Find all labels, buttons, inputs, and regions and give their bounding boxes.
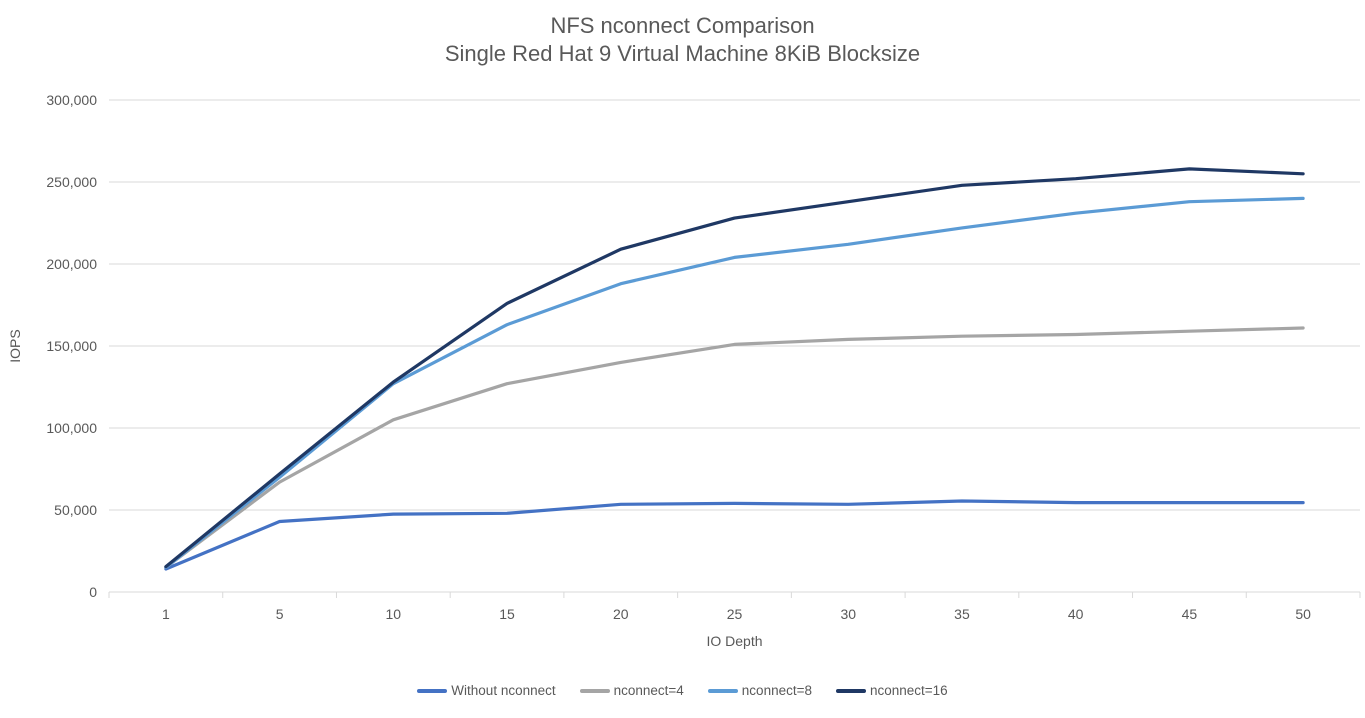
x-tick-label: 5 [276, 606, 284, 622]
legend-item-nconnect-8: nconnect=8 [707, 683, 812, 698]
y-tick-label: 300,000 [46, 92, 97, 108]
x-tick-label: 20 [613, 606, 629, 622]
y-axis-title: IOPS [7, 329, 23, 362]
x-tick-label: 1 [162, 606, 170, 622]
chart-subtitle: Single Red Hat 9 Virtual Machine 8KiB Bl… [444, 41, 921, 66]
y-tick-label: 100,000 [46, 420, 97, 436]
x-tick-label: 25 [727, 606, 743, 622]
series-line-nconnect-4 [164, 326, 1305, 570]
legend-label: nconnect=4 [613, 683, 684, 698]
y-tick-label: 150,000 [46, 338, 97, 354]
legend-label: nconnect=16 [869, 683, 948, 698]
series-line-without-nconnect [164, 499, 1305, 571]
x-axis-title: IO Depth [706, 633, 762, 649]
x-tick-label: 50 [1295, 606, 1311, 622]
x-tick-label: 10 [386, 606, 402, 622]
x-tick-label: 15 [499, 606, 515, 622]
legend: Without nconnect nconnect=4 nconnect=8 ncon… [0, 683, 1365, 698]
x-tick-label: 45 [1182, 606, 1198, 622]
legend-line-swatch [835, 688, 866, 693]
legend-line-swatch [707, 688, 738, 693]
x-tick-label: 35 [954, 606, 970, 622]
chart-title-block: NFS nconnect Comparison Single Red Hat 9… [0, 12, 1365, 68]
legend-label: Without nconnect [451, 683, 556, 698]
chart-title: NFS nconnect Comparison [550, 13, 815, 38]
y-tick-label: 0 [89, 584, 97, 600]
y-tick-label: 250,000 [46, 174, 97, 190]
legend-item-without-nconnect: Without nconnect [417, 683, 556, 698]
series-line-nconnect-16 [164, 167, 1305, 569]
legend-label: nconnect=8 [741, 683, 812, 698]
legend-line-swatch [579, 688, 610, 693]
series-line-nconnect-8 [164, 196, 1305, 570]
legend-item-nconnect-4: nconnect=4 [579, 683, 684, 698]
x-tick-label: 40 [1068, 606, 1084, 622]
legend-line-swatch [417, 688, 448, 693]
y-tick-label: 200,000 [46, 256, 97, 272]
y-tick-label: 50,000 [54, 502, 97, 518]
x-tick-label: 30 [840, 606, 856, 622]
legend-item-nconnect-16: nconnect=16 [835, 683, 948, 698]
